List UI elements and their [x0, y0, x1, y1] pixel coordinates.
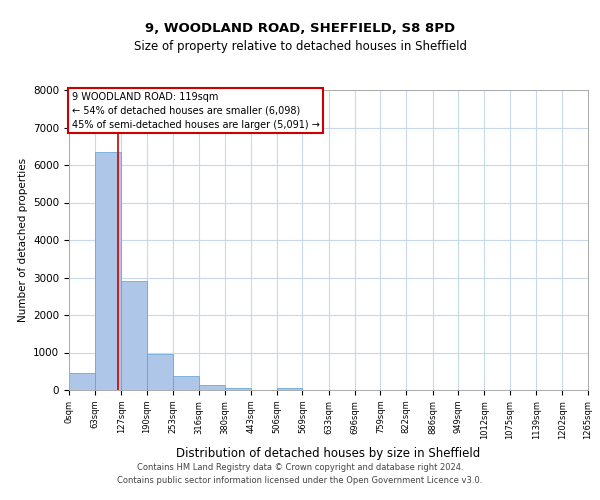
Bar	[173, 376, 199, 390]
Text: 9 WOODLAND ROAD: 119sqm
← 54% of detached houses are smaller (6,098)
45% of semi: 9 WOODLAND ROAD: 119sqm ← 54% of detache…	[71, 92, 319, 130]
Text: Contains public sector information licensed under the Open Government Licence v3: Contains public sector information licen…	[118, 476, 482, 485]
X-axis label: Distribution of detached houses by size in Sheffield: Distribution of detached houses by size …	[176, 447, 481, 460]
Bar	[199, 385, 225, 390]
Text: 9, WOODLAND ROAD, SHEFFIELD, S8 8PD: 9, WOODLAND ROAD, SHEFFIELD, S8 8PD	[145, 22, 455, 36]
Text: Contains HM Land Registry data © Crown copyright and database right 2024.: Contains HM Land Registry data © Crown c…	[137, 462, 463, 471]
Bar	[121, 281, 147, 390]
Text: Size of property relative to detached houses in Sheffield: Size of property relative to detached ho…	[133, 40, 467, 53]
Bar	[95, 152, 121, 390]
Bar	[225, 388, 251, 390]
Bar	[277, 388, 302, 390]
Y-axis label: Number of detached properties: Number of detached properties	[17, 158, 28, 322]
Bar	[147, 354, 173, 390]
Bar	[69, 373, 95, 390]
